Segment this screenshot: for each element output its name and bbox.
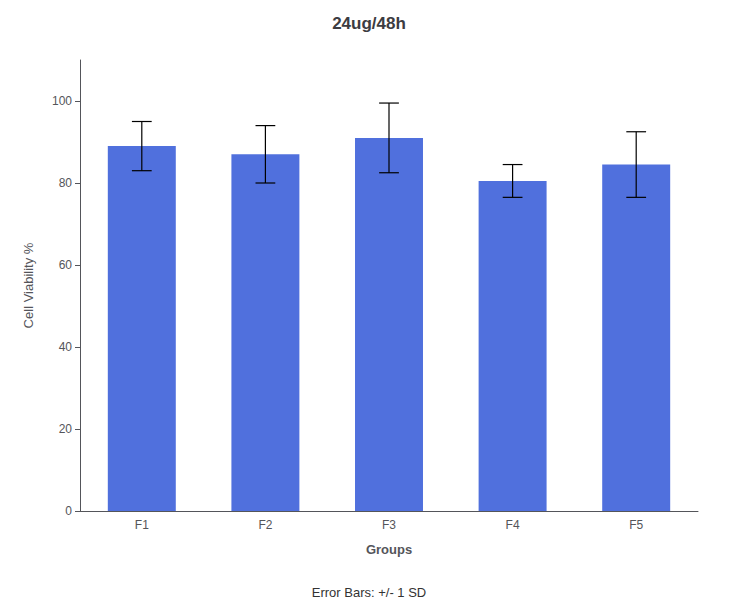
svg-text:F1: F1: [135, 518, 149, 532]
svg-text:F5: F5: [629, 518, 643, 532]
svg-text:Error Bars: +/- 1 SD: Error Bars: +/- 1 SD: [312, 585, 427, 600]
svg-text:Groups: Groups: [366, 542, 412, 557]
svg-text:0: 0: [65, 504, 72, 518]
svg-text:F3: F3: [382, 518, 396, 532]
svg-text:F2: F2: [258, 518, 272, 532]
svg-text:Cell Viability %: Cell Viability %: [21, 242, 36, 328]
svg-text:100: 100: [52, 94, 72, 108]
svg-text:24ug/48h: 24ug/48h: [332, 14, 406, 33]
svg-text:F4: F4: [506, 518, 520, 532]
svg-text:60: 60: [59, 258, 73, 272]
svg-text:40: 40: [59, 340, 73, 354]
svg-text:80: 80: [59, 176, 73, 190]
svg-text:20: 20: [59, 422, 73, 436]
